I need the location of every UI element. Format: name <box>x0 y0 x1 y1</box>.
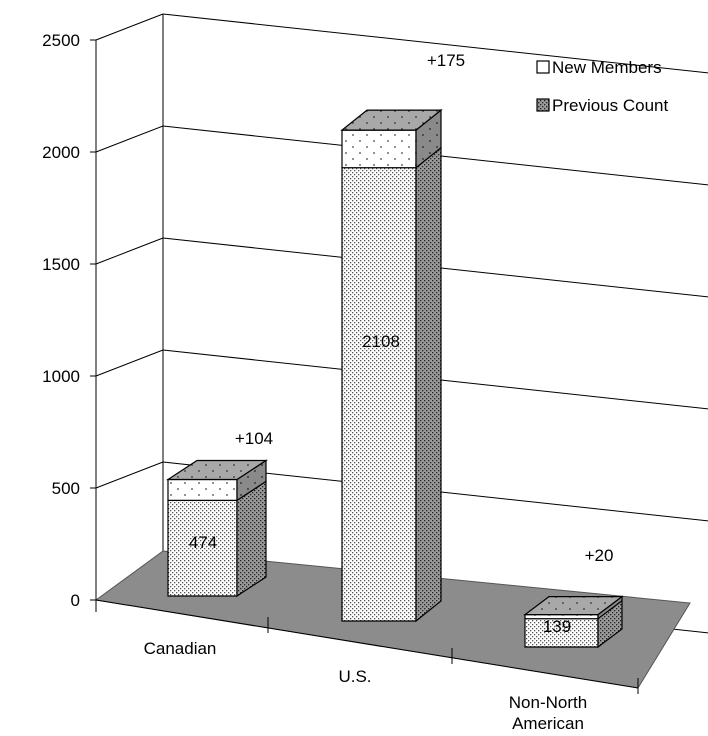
x-category-label-line: Non-North <box>509 693 587 712</box>
bar-new-members-u-s <box>341 129 417 169</box>
gridline-side <box>95 125 164 153</box>
y-tick-label: 1000 <box>42 367 80 386</box>
x-category-label: Non-North American <box>509 693 587 733</box>
x-category-label-line: American <box>512 714 584 733</box>
x-category-label: U.S. <box>338 667 371 686</box>
bar-new-members-canadian <box>167 478 238 501</box>
bar-top-non-north-american <box>523 595 624 616</box>
data-label-new-members: +104 <box>235 429 273 448</box>
legend-swatch-previous-count <box>536 98 550 112</box>
y-tick-label: 1500 <box>42 255 80 274</box>
x-category-label-line: U.S. <box>338 667 371 686</box>
gridline-side <box>95 13 164 41</box>
y-tick-label: 0 <box>71 591 80 610</box>
y-tick-label: 2000 <box>42 143 80 162</box>
x-axis-line <box>95 599 639 689</box>
data-label-previous-count: 2108 <box>362 332 400 351</box>
gridline-side <box>95 349 164 377</box>
data-label-new-members: +20 <box>585 546 614 565</box>
gridline-side <box>95 237 164 265</box>
x-category-label: Canadian <box>144 639 217 658</box>
gridline-side <box>95 461 164 489</box>
gridline-back <box>162 13 708 74</box>
bar-previous-count-side-u-s <box>415 146 442 623</box>
x-category-label-line: Canadian <box>144 639 217 658</box>
data-label-previous-count: 139 <box>543 617 571 636</box>
bar-top-canadian <box>165 459 269 481</box>
legend-label-previous-count: Previous Count <box>552 96 669 115</box>
bar-previous-count-side-canadian <box>236 480 267 598</box>
bar-top-u-s <box>340 109 443 131</box>
legend-label-new-members: New Members <box>552 58 662 77</box>
y-tick-label: 500 <box>52 479 80 498</box>
data-label-previous-count: 474 <box>189 533 217 552</box>
y-tick-label: 2500 <box>42 31 80 50</box>
bar-previous-count-u-s <box>341 167 417 622</box>
data-label-new-members: +175 <box>427 51 465 70</box>
legend-swatch-new-members <box>536 60 550 74</box>
